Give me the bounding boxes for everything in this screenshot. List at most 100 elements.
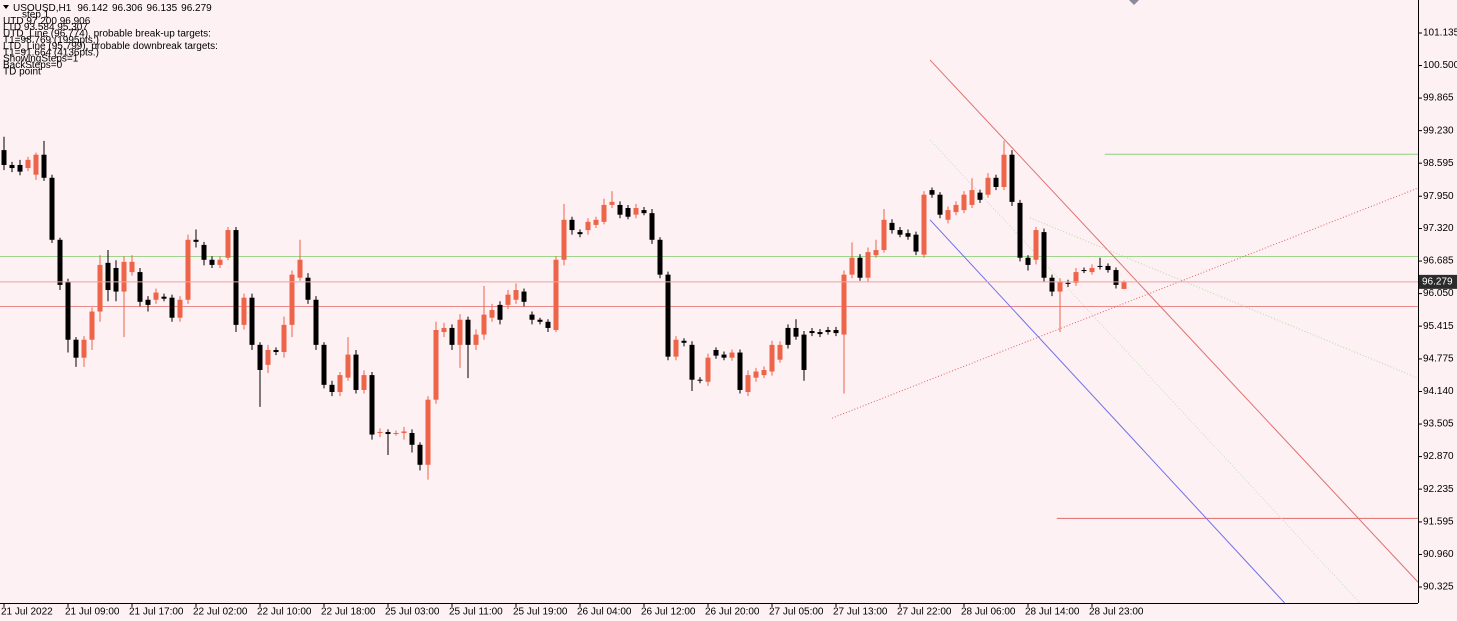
candle-body xyxy=(713,349,719,356)
candle-body xyxy=(1073,272,1079,283)
candle-body xyxy=(489,310,495,318)
trend-line xyxy=(929,139,1361,603)
low-value: 96.135 xyxy=(147,3,178,14)
candle-body xyxy=(249,297,255,345)
candle-body xyxy=(529,314,535,320)
x-tick-label: 27 Jul 22:00 xyxy=(897,607,952,618)
collapse-arrow xyxy=(3,5,9,9)
candle-body xyxy=(753,371,759,378)
candle-body xyxy=(545,321,551,328)
candle-body xyxy=(961,194,967,211)
candle-body xyxy=(657,239,663,275)
x-tick-label: 27 Jul 13:00 xyxy=(833,607,888,618)
x-tick-label: 27 Jul 05:00 xyxy=(769,607,824,618)
candle-body xyxy=(417,444,423,465)
candle-body xyxy=(1089,267,1095,273)
candle-body xyxy=(969,190,975,205)
candle-body xyxy=(361,375,367,390)
candle-body xyxy=(577,232,583,235)
candle-body xyxy=(561,219,567,260)
indicator-text: T1=98.769 (1995pts.) xyxy=(3,35,99,46)
candle-body xyxy=(889,222,895,231)
candle-body xyxy=(329,384,335,393)
candle-body xyxy=(137,272,143,302)
candle-body xyxy=(569,219,575,231)
x-tick-label: 21 Jul 17:00 xyxy=(129,607,184,618)
y-tick-label: 90.960 xyxy=(1423,549,1454,560)
x-tick-label: 28 Jul 23:00 xyxy=(1089,607,1144,618)
candle-body xyxy=(265,349,271,365)
candle-body xyxy=(953,204,959,213)
candle-body xyxy=(897,230,903,235)
candle-body xyxy=(305,277,311,300)
candle-body xyxy=(369,375,375,435)
candle-body xyxy=(729,352,735,358)
candle-body xyxy=(97,264,103,312)
y-tick-label: 93.505 xyxy=(1423,419,1454,430)
candle-body xyxy=(193,239,199,242)
candle-body xyxy=(673,339,679,357)
candle-body xyxy=(17,164,23,172)
candle-body xyxy=(537,319,543,322)
indicator-text: ShowingSteps=1 xyxy=(3,54,79,65)
candle-body xyxy=(145,299,151,305)
candle-body xyxy=(321,344,327,385)
x-tick-label: 21 Jul 09:00 xyxy=(65,607,120,618)
x-tick-label: 21 Jul 2022 xyxy=(1,607,53,618)
y-tick-label: 99.230 xyxy=(1423,125,1454,136)
plot-area xyxy=(0,59,1418,603)
candle-body xyxy=(1,150,7,165)
x-tick-label: 22 Jul 18:00 xyxy=(321,607,376,618)
candle-body xyxy=(65,281,71,340)
x-tick-label: 28 Jul 14:00 xyxy=(1025,607,1080,618)
candle-body xyxy=(161,296,167,299)
candle-body xyxy=(977,192,983,200)
candle-body xyxy=(689,344,695,380)
candle-body xyxy=(777,344,783,360)
y-tick-label: 95.415 xyxy=(1423,321,1454,332)
candle-body xyxy=(233,230,239,325)
candle-body xyxy=(769,344,775,372)
candle-body xyxy=(985,177,991,195)
y-tick-label: 90.325 xyxy=(1423,582,1454,593)
candle-body xyxy=(153,292,159,300)
candle-body xyxy=(1121,281,1127,289)
candle-body xyxy=(73,339,79,358)
shift-marker xyxy=(1129,0,1139,5)
candle-body xyxy=(841,274,847,335)
candle-body xyxy=(1025,257,1031,265)
candle-body xyxy=(401,431,407,434)
y-tick-label: 91.595 xyxy=(1423,517,1454,528)
candle-body xyxy=(1105,265,1111,271)
candle-body xyxy=(553,259,559,330)
candle-body xyxy=(481,314,487,335)
y-tick-label: 97.950 xyxy=(1423,191,1454,202)
candle-body xyxy=(129,261,135,273)
candle-body xyxy=(105,262,111,291)
candle-body xyxy=(585,221,591,231)
candle-body xyxy=(801,334,807,370)
y-tick-label: 94.775 xyxy=(1423,354,1454,365)
candle-body xyxy=(497,304,503,320)
candle-body xyxy=(313,299,319,345)
candle-body xyxy=(297,259,303,278)
candle-body xyxy=(177,299,183,318)
x-tick-label: 22 Jul 02:00 xyxy=(193,607,248,618)
high-value: 96.306 xyxy=(112,3,143,14)
x-tick-label: 25 Jul 19:00 xyxy=(513,607,568,618)
candle-body xyxy=(1113,270,1119,285)
candle-body xyxy=(937,194,943,215)
y-tick-label: 92.870 xyxy=(1423,451,1454,462)
candle-body xyxy=(521,291,527,302)
candle-body xyxy=(89,311,95,340)
candle-body xyxy=(737,352,743,390)
candle-body xyxy=(817,332,823,335)
y-tick-label: 97.320 xyxy=(1423,223,1454,234)
candle-body xyxy=(993,177,999,188)
candle-body xyxy=(209,259,215,265)
candle-body xyxy=(473,334,479,345)
candle-body xyxy=(945,210,951,220)
close-value: 96.279 xyxy=(181,3,212,14)
candle-body xyxy=(41,154,47,178)
